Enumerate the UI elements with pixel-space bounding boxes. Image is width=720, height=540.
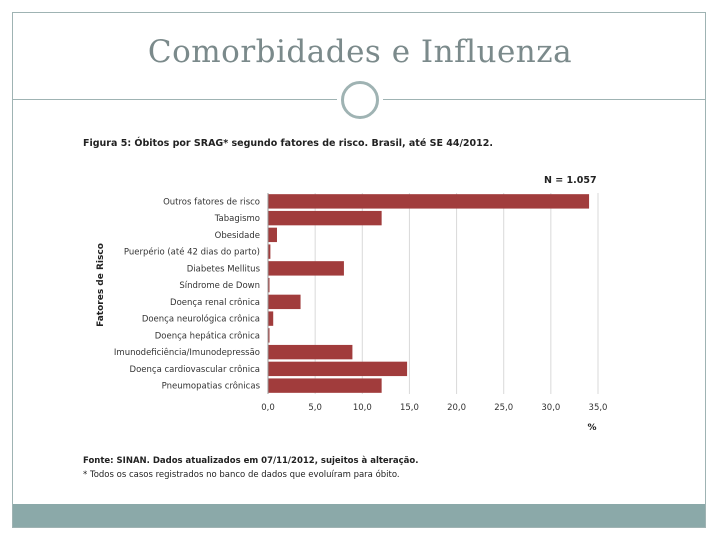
bar (268, 378, 382, 393)
category-label: Imunodeficiência/Imunodepressão (114, 347, 260, 358)
x-tick-label: 0,0 (261, 403, 275, 413)
source-note: Fonte: SINAN. Dados atualizados em 07/11… (83, 454, 418, 482)
footer-bar (13, 504, 705, 527)
category-label: Tabagismo (214, 214, 260, 224)
category-label: Obesidade (215, 231, 260, 241)
x-tick-label: 10,0 (353, 403, 372, 413)
title-divider-right (383, 99, 705, 100)
x-tick-label: 5,0 (308, 403, 322, 413)
bar (268, 328, 270, 343)
bar (268, 361, 408, 377)
bar (268, 227, 277, 243)
x-tick-label: 15,0 (400, 403, 419, 413)
source-text: Fonte: SINAN. Dados atualizados em 07/11… (83, 456, 419, 466)
x-axis-label: % (587, 423, 596, 433)
bar (268, 261, 344, 276)
category-label: Doença hepática crônica (155, 330, 260, 341)
figure-caption: Figura 5: Óbitos por SRAG* segundo fator… (83, 138, 493, 149)
category-label: Doença renal crônica (170, 297, 260, 308)
x-tick-label: 25,0 (494, 403, 513, 413)
y-axis-label: Fatores de Risco (96, 243, 106, 327)
category-label: Síndrome de Down (179, 281, 260, 291)
circle-ornament-icon (341, 81, 379, 119)
x-tick-label: 30,0 (541, 403, 560, 413)
slide-title: Comorbidades e Influenza (147, 34, 573, 70)
category-label: Diabetes Mellitus (187, 264, 261, 274)
bar (268, 311, 274, 326)
bar (268, 210, 382, 226)
x-tick-label: 20,0 (447, 403, 466, 413)
category-label: Puerpério (até 42 dias do parto) (124, 247, 260, 258)
bar (268, 294, 301, 310)
footnote-text: * Todos os casos registrados no banco de… (83, 470, 400, 480)
bar (268, 344, 353, 360)
title-divider-left (13, 99, 337, 100)
bar (268, 244, 271, 259)
category-label: Doença neurológica crônica (142, 314, 260, 325)
category-label: Doença cardiovascular crônica (130, 364, 260, 375)
bar (268, 194, 590, 209)
slide-frame (12, 12, 706, 528)
sample-size-label: N = 1.057 (544, 175, 597, 186)
category-label: Outros fatores de risco (163, 197, 260, 207)
bar (268, 277, 270, 293)
x-tick-label: 35,0 (589, 403, 608, 413)
category-label: Pneumopatias crônicas (162, 381, 261, 392)
